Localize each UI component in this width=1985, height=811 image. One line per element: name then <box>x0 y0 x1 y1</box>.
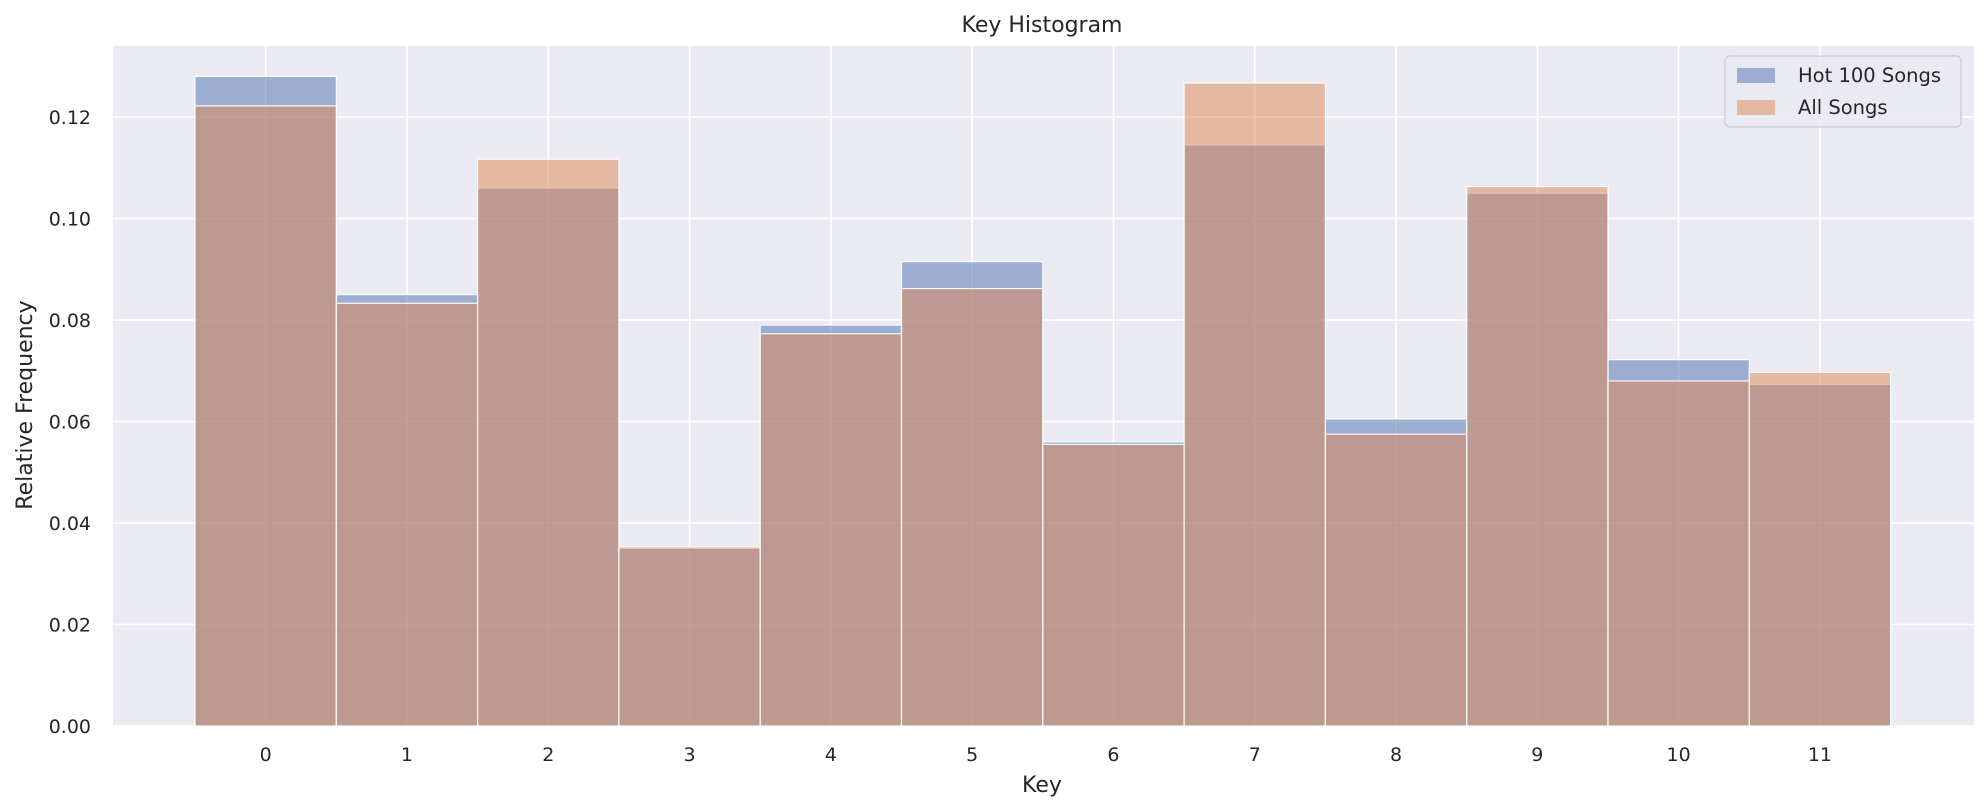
y-tick-labels: 0.00 0.02 0.04 0.06 0.08 0.10 0.12 <box>49 107 91 738</box>
x-tick-label: 5 <box>966 744 978 766</box>
x-tick-label: 10 <box>1667 744 1691 766</box>
y-tick-label: 0.02 <box>49 615 91 637</box>
legend-box <box>1724 55 1962 128</box>
bars <box>194 75 1892 727</box>
bar-allsongs-key-1 <box>335 302 479 727</box>
y-tick-label: 0.12 <box>49 107 91 129</box>
y-tick-label: 0.06 <box>49 412 91 434</box>
bar-allsongs-key-4 <box>759 333 903 727</box>
x-tick-label: 0 <box>260 744 272 766</box>
bar-allsongs-key-9 <box>1466 185 1609 727</box>
legend: Hot 100 Songs All Songs <box>1724 55 1962 128</box>
bar-allsongs-key-5 <box>900 287 1044 727</box>
x-tick-label: 3 <box>684 744 696 766</box>
x-tick-label: 6 <box>1107 744 1119 766</box>
y-tick-label: 0.08 <box>49 310 91 332</box>
y-tick-label: 0.00 <box>49 716 91 738</box>
x-tick-label: 9 <box>1531 744 1543 766</box>
x-tick-label: 11 <box>1808 744 1832 766</box>
x-tick-label: 1 <box>401 744 413 766</box>
bar-allsongs-key-6 <box>1042 443 1185 727</box>
chart-title: Key Histogram <box>961 13 1122 38</box>
x-tick-label: 7 <box>1249 744 1261 766</box>
bar-allsongs-key-8 <box>1324 433 1468 727</box>
legend-swatch-allsongs <box>1737 100 1775 115</box>
legend-label-allsongs: All Songs <box>1798 96 1888 119</box>
legend-label-hot100: Hot 100 Songs <box>1798 64 1941 87</box>
y-tick-label: 0.04 <box>49 513 91 535</box>
legend-swatch-hot100 <box>1737 68 1775 83</box>
y-tick-label: 0.10 <box>49 209 91 231</box>
bar-allsongs-key-3 <box>618 546 761 727</box>
x-axis-label: Key <box>1022 773 1062 798</box>
bar-allsongs-key-2 <box>477 158 620 727</box>
x-tick-label: 4 <box>825 744 837 766</box>
y-axis-label: Relative Frequency <box>13 300 38 509</box>
bar-allsongs-key-0 <box>194 105 337 727</box>
x-tick-label: 2 <box>542 744 554 766</box>
bar-allsongs-key-7 <box>1183 82 1326 727</box>
bar-allsongs-key-10 <box>1607 380 1750 727</box>
x-tick-label: 8 <box>1390 744 1402 766</box>
x-tick-labels: 0 1 2 3 4 5 6 7 8 9 10 11 <box>260 744 1832 766</box>
bar-allsongs-key-11 <box>1748 371 1892 727</box>
